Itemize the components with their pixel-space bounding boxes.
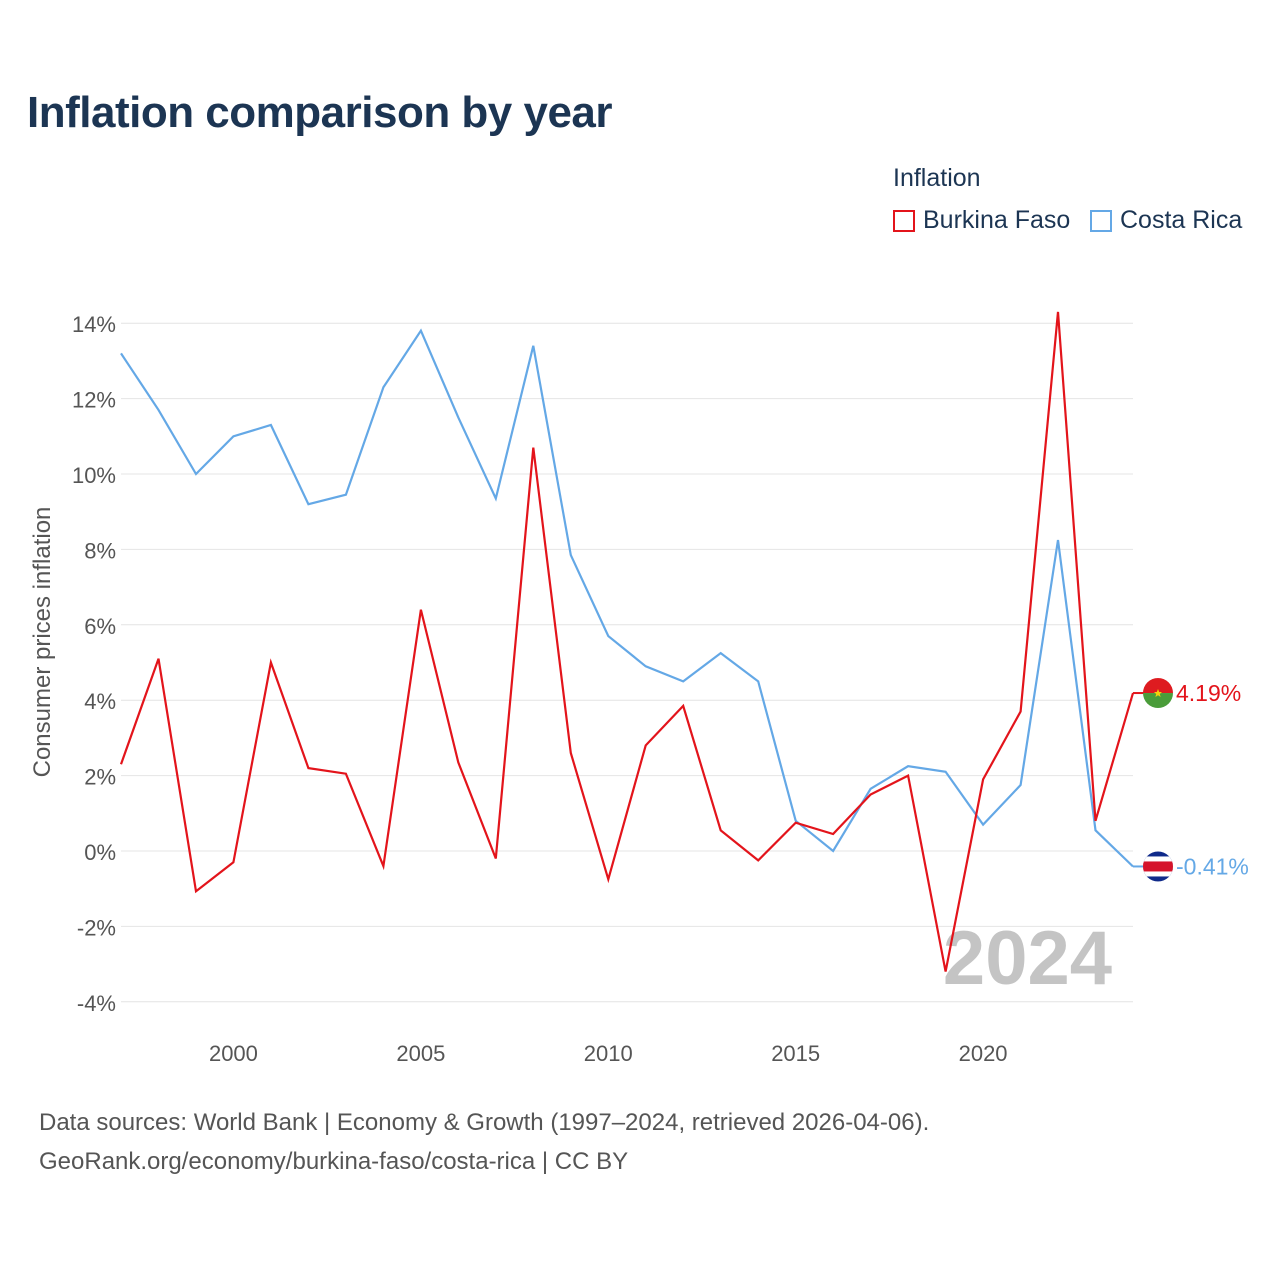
legend-title: Inflation: [893, 164, 981, 192]
legend-label-burkina-faso: Burkina Faso: [923, 206, 1071, 234]
chart-title: Inflation comparison by year: [27, 88, 613, 137]
y-tick-label: 14%: [72, 312, 116, 337]
x-tick-label: 2005: [396, 1041, 445, 1066]
y-tick-labels: -4% -2% 0% 2% 4% 6% 8% 10% 12% 14%: [72, 312, 116, 1016]
endpoint-layer: 4.19% -0.41%: [1133, 678, 1249, 882]
y-tick-label: 6%: [84, 614, 116, 639]
x-tick-label: 2000: [209, 1041, 258, 1066]
legend-item-costa-rica[interactable]: Costa Rica: [1090, 206, 1242, 235]
x-tick-labels: 2000 2005 2010 2015 2020: [209, 1041, 1008, 1066]
flag-costa-rica-icon: [1143, 851, 1173, 882]
source-line-1: Data sources: World Bank | Economy & Gro…: [39, 1109, 930, 1136]
x-tick-label: 2010: [584, 1041, 633, 1066]
grid-layer: [121, 322, 1133, 1003]
x-tick-label: 2015: [771, 1041, 820, 1066]
legend-label-costa-rica: Costa Rica: [1120, 206, 1243, 234]
series-layer: [119, 311, 1135, 972]
y-tick-label: 10%: [72, 463, 116, 488]
source-line-2[interactable]: GeoRank.org/economy/burkina-faso/costa-r…: [39, 1148, 629, 1175]
end-value-label-costa-rica: -0.41%: [1176, 853, 1249, 879]
flag-burkina-faso-icon: [1143, 678, 1173, 709]
legend-item-burkina-faso[interactable]: Burkina Faso: [893, 206, 1070, 235]
y-tick-label: 8%: [84, 538, 116, 563]
y-tick-label: 12%: [72, 388, 116, 413]
end-value-label-burkina-faso: 4.19%: [1176, 680, 1241, 706]
y-tick-label: 0%: [84, 840, 116, 865]
x-tick-label: 2020: [959, 1041, 1008, 1066]
y-tick-label: 4%: [84, 689, 116, 714]
y-axis-title: Consumer prices inflation: [29, 507, 56, 778]
y-tick-label: -4%: [77, 991, 116, 1016]
year-watermark: 2024: [943, 916, 1112, 1001]
y-tick-label: -2%: [77, 915, 116, 940]
series-line-burkina-faso[interactable]: [119, 311, 1135, 972]
legend-swatch-burkina-faso: [893, 209, 915, 232]
y-tick-label: 2%: [84, 765, 116, 790]
series-line-costa-rica[interactable]: [120, 328, 1134, 868]
legend-swatch-costa-rica: [1090, 209, 1112, 232]
